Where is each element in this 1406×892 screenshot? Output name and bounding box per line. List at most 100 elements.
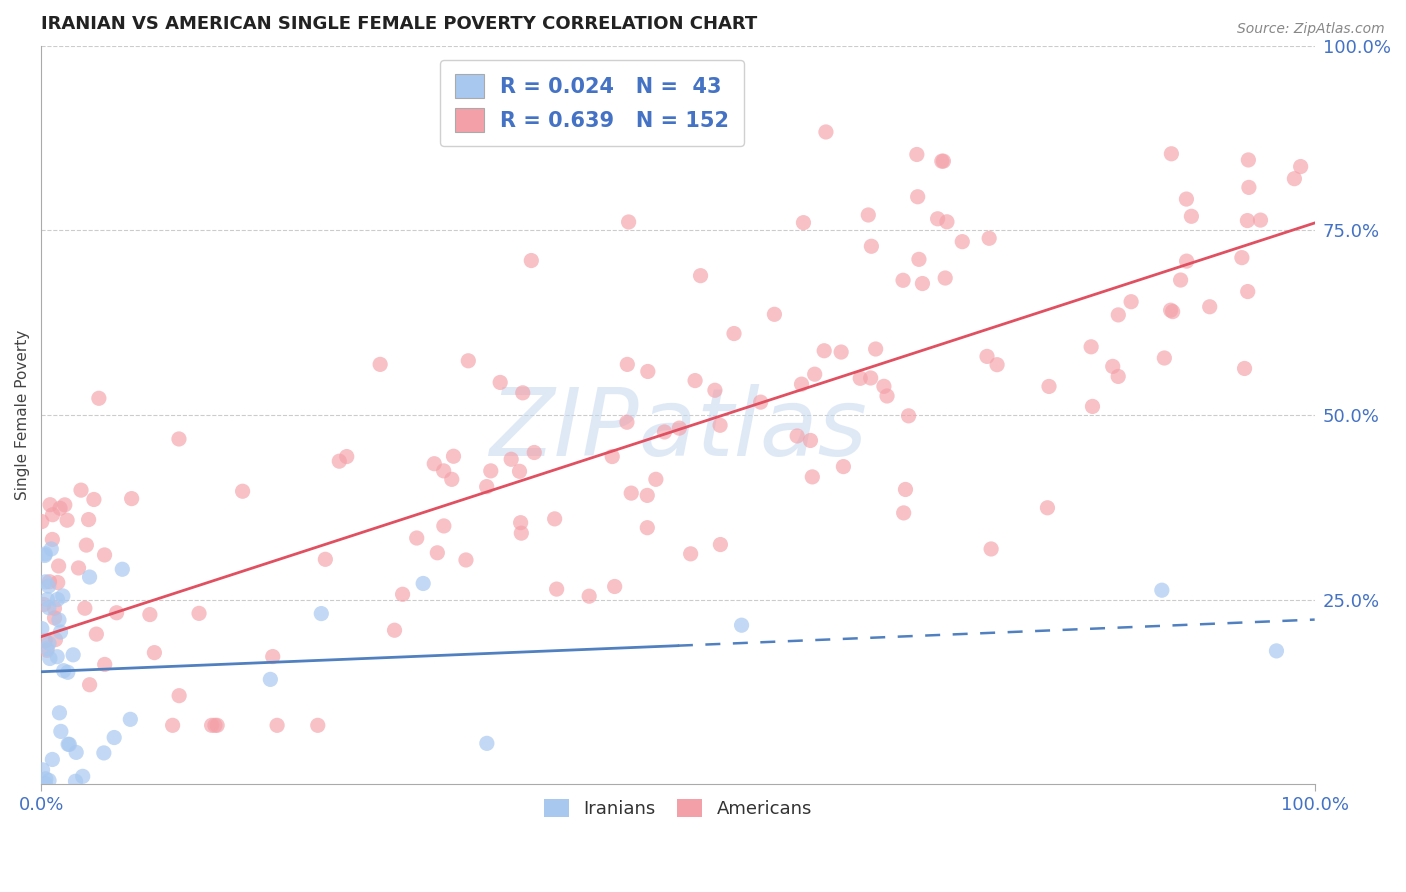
Point [167,432,190,446]
Point [1175,192,1198,206]
Point [813,343,835,358]
Point [1230,251,1253,265]
Point [336,450,359,464]
Point [1175,254,1198,268]
Point [512,385,534,400]
Point [49,501,72,516]
Point [412,576,434,591]
Point [44,632,66,647]
Point [1119,294,1142,309]
Point [384,624,406,638]
Point [603,580,626,594]
Point [523,445,546,459]
Point [53,498,76,512]
Point [423,457,446,471]
Point [77,512,100,526]
Point [730,618,752,632]
Point [858,208,880,222]
Point [443,449,465,463]
Point [600,450,623,464]
Point [79,678,101,692]
Point [644,472,666,486]
Point [479,464,502,478]
Point [1107,308,1129,322]
Point [1160,303,1182,318]
Point [927,211,949,226]
Point [891,273,914,287]
Point [849,371,872,385]
Point [457,353,479,368]
Point [38,574,60,589]
Point [865,342,887,356]
Point [907,190,929,204]
Point [986,358,1008,372]
Point [262,649,284,664]
Point [616,415,638,429]
Point [266,718,288,732]
Point [65,774,87,789]
Point [41,533,63,547]
Point [41,508,63,522]
Point [894,483,917,497]
Point [70,483,93,497]
Point [703,384,725,398]
Point [873,379,896,393]
Point [86,627,108,641]
Point [543,512,565,526]
Point [636,521,658,535]
Text: Source: ZipAtlas.com: Source: ZipAtlas.com [1237,22,1385,37]
Point [433,464,456,478]
Point [162,718,184,732]
Y-axis label: Single Female Poverty: Single Female Poverty [15,330,30,500]
Point [39,498,62,512]
Point [637,364,659,378]
Point [56,665,79,680]
Legend: Iranians, Americans: Iranians, Americans [534,789,821,827]
Point [201,718,224,732]
Point [32,598,55,612]
Point [792,216,814,230]
Point [41,752,63,766]
Text: ZIPatlas: ZIPatlas [489,384,868,475]
Point [49,625,72,640]
Point [934,271,956,285]
Point [893,506,915,520]
Point [38,600,60,615]
Point [44,601,66,615]
Point [48,706,70,720]
Point [709,418,731,433]
Point [489,376,512,390]
Point [440,472,463,486]
Point [935,215,957,229]
Point [52,589,75,603]
Point [34,574,56,589]
Point [34,633,56,648]
Point [58,737,80,751]
Point [314,552,336,566]
Text: IRANIAN VS AMERICAN SINGLE FEMALE POVERTY CORRELATION CHART: IRANIAN VS AMERICAN SINGLE FEMALE POVERT… [41,15,758,33]
Point [1289,160,1312,174]
Point [121,491,143,506]
Point [501,452,523,467]
Point [510,526,533,541]
Point [83,492,105,507]
Point [897,409,920,423]
Point [509,516,531,530]
Point [790,377,813,392]
Point [31,763,53,777]
Point [37,592,59,607]
Point [73,601,96,615]
Point [709,537,731,551]
Point [31,515,53,529]
Point [56,513,79,527]
Point [1153,351,1175,365]
Point [803,367,825,381]
Point [368,358,391,372]
Point [433,519,456,533]
Point [905,147,928,161]
Point [508,464,530,478]
Point [860,239,883,253]
Point [786,429,808,443]
Point [38,651,60,665]
Point [976,350,998,364]
